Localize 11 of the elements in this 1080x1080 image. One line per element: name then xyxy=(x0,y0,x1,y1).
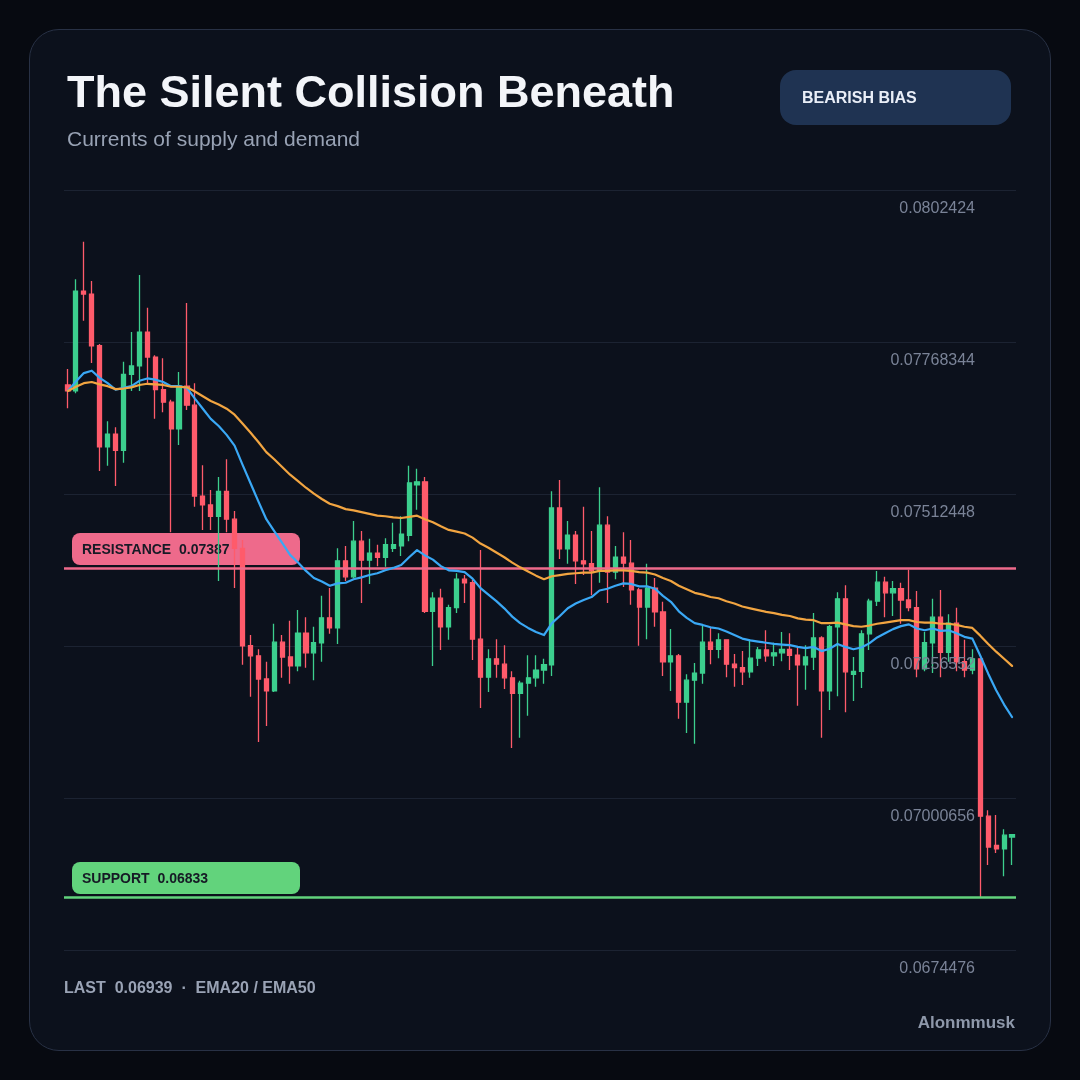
y-tick-label: 0.0674476 xyxy=(899,958,976,976)
text: BEARISH BIAS xyxy=(802,88,917,108)
ref-line-label: SUPPORT 0.06833 xyxy=(82,868,209,888)
chart-subtitle: Currents of supply and demand xyxy=(67,127,361,150)
text: LAST 0.06939 · EMA20 / EMA50 xyxy=(64,978,316,998)
y-tick-label: 0.07000656 xyxy=(890,806,976,824)
y-tick-label: 0.0802424 xyxy=(899,198,976,216)
chart-title: The Silent Collision Beneath xyxy=(67,66,675,117)
text: Alonmmusk xyxy=(917,1012,1015,1033)
y-tick-label: 0.07512448 xyxy=(890,502,976,520)
y-tick-label: 0.07768344 xyxy=(890,350,976,368)
